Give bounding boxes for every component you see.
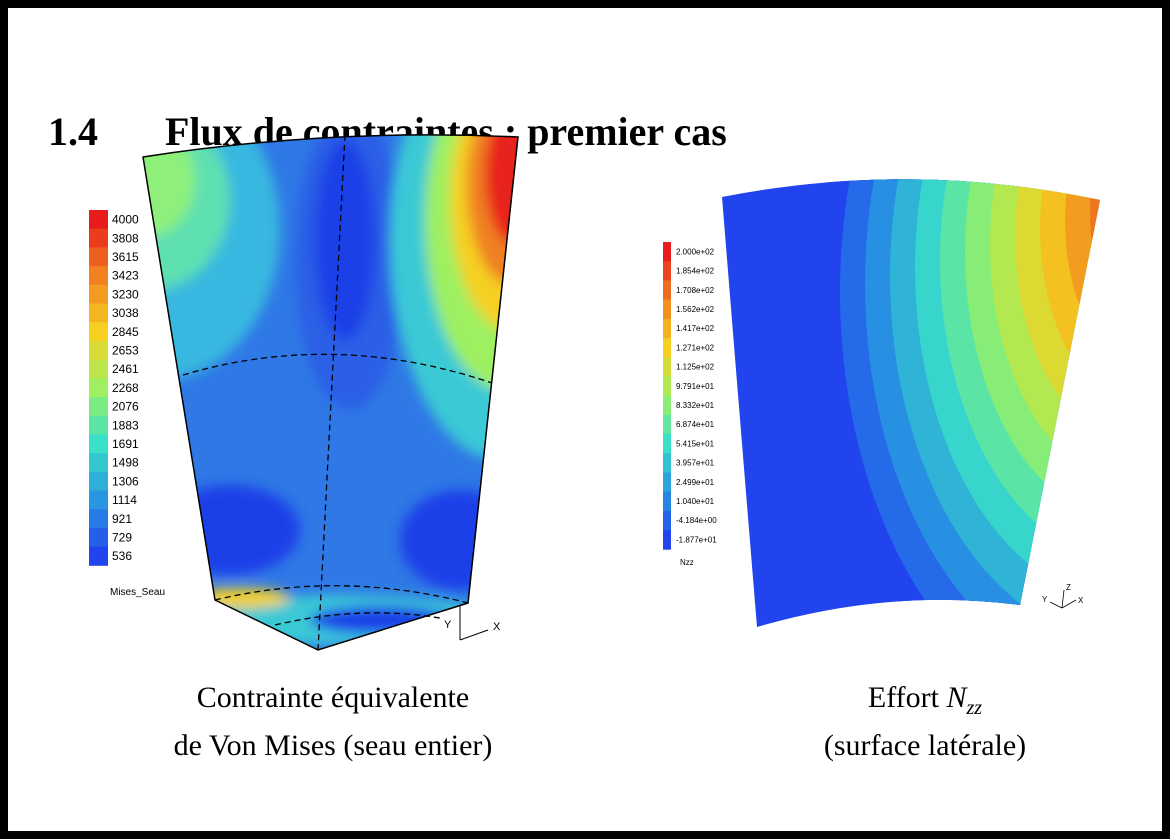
legend-label: -1.877e+01 xyxy=(676,535,717,544)
caption: Contrainte équivalente xyxy=(197,681,469,714)
legend-swatch xyxy=(663,280,671,301)
legend-label: 2.499e+01 xyxy=(676,478,715,487)
legend-swatch xyxy=(89,378,108,398)
von-mises-plot xyxy=(143,134,518,651)
legend-label: 8.332e+01 xyxy=(676,401,715,410)
caption: Effort Nzz xyxy=(868,681,982,719)
axis-triad-right xyxy=(1049,589,1077,609)
section-lines xyxy=(182,134,493,651)
legend-label: 2653 xyxy=(112,343,139,357)
axis-label: Y xyxy=(444,619,452,631)
legend-label: 9.791e+01 xyxy=(676,382,715,391)
legend-label: 1.562e+02 xyxy=(676,305,715,314)
legend-label: 1.125e+02 xyxy=(676,363,715,372)
legend-label: 3038 xyxy=(112,306,139,320)
legend-swatch xyxy=(663,434,671,454)
legend-swatch xyxy=(663,395,671,416)
legend-label: 1691 xyxy=(112,437,139,451)
legend-label: 6.874e+01 xyxy=(676,420,715,429)
legend-swatch xyxy=(89,340,108,361)
legend-swatch xyxy=(89,471,108,491)
legend-swatch xyxy=(89,284,108,304)
axis-label: Y xyxy=(1042,595,1048,604)
legend-label: 1.040e+01 xyxy=(676,497,715,506)
caption-text: Effort xyxy=(868,681,940,714)
caption: de Von Mises (seau entier) xyxy=(174,729,493,762)
legend-label: 3615 xyxy=(112,250,139,264)
legend-left: 4000 3808 3615 3423 3230 3038 2845 2653 2461 2268… xyxy=(89,210,139,566)
legend-swatch xyxy=(89,247,108,267)
legend-label: 3.957e+01 xyxy=(676,459,715,468)
plot-outline xyxy=(142,134,519,651)
legend-swatch xyxy=(89,546,108,566)
legend-label: 1.271e+02 xyxy=(676,343,715,352)
symbol: N xyxy=(946,681,969,714)
legend-label: 921 xyxy=(112,512,132,526)
legend-label: 3423 xyxy=(112,269,139,283)
legend-label: 2461 xyxy=(112,362,139,376)
legend-swatch xyxy=(89,210,108,230)
legend-swatch xyxy=(89,453,108,473)
legend-label: 2845 xyxy=(112,325,139,339)
legend-right: 2.000e+02 1.854e+02 1.708e+02 1.562e+02 1.41… xyxy=(663,242,717,550)
legend-label: 3230 xyxy=(112,287,139,301)
legend-label: 2076 xyxy=(112,400,139,414)
legend-title: Nzz xyxy=(680,558,694,567)
legend-label: 1.708e+02 xyxy=(676,286,715,295)
legend-label: 2.000e+02 xyxy=(676,247,715,256)
legend-swatch xyxy=(89,359,108,379)
legend-label: 5.415e+01 xyxy=(676,439,715,448)
legend-swatch xyxy=(663,242,671,262)
legend-label: 1498 xyxy=(112,456,139,470)
axis-triad-left xyxy=(459,605,489,641)
legend-label: 1306 xyxy=(112,474,139,488)
legend-swatch xyxy=(89,434,108,454)
legend-swatch xyxy=(89,397,108,417)
subscript: zz xyxy=(966,697,983,719)
legend-label: 1.417e+02 xyxy=(676,324,715,333)
legend-swatch xyxy=(663,299,671,320)
legend-label: 536 xyxy=(112,549,132,563)
legend-swatch xyxy=(663,318,671,339)
legend-swatch xyxy=(663,491,671,512)
legend-label: 729 xyxy=(112,530,132,544)
axis-label: X xyxy=(1078,596,1084,605)
axis-label: X xyxy=(493,621,501,633)
legend-swatch xyxy=(89,322,108,342)
axis-label: Z xyxy=(1066,583,1071,592)
legend-swatch xyxy=(663,414,671,435)
legend-swatch xyxy=(663,261,671,281)
legend-label: 2268 xyxy=(112,381,139,395)
legend-swatch xyxy=(89,527,108,548)
legend-swatch xyxy=(663,357,671,377)
legend-swatch xyxy=(89,415,108,435)
legend-swatch xyxy=(663,376,671,397)
legend-swatch xyxy=(663,472,671,493)
legend-title: Mises_Seau xyxy=(110,587,165,598)
legend-label: 4000 xyxy=(112,213,139,227)
legend-swatch xyxy=(89,228,108,248)
legend-label: 1.854e+02 xyxy=(676,267,715,276)
legend-swatch xyxy=(663,453,671,473)
legend-swatch xyxy=(663,510,671,531)
legend-swatch xyxy=(89,303,108,323)
legend-swatch xyxy=(89,266,108,286)
caption: (surface latérale) xyxy=(824,729,1026,762)
legend-label: 3808 xyxy=(112,231,139,245)
legend-swatch xyxy=(89,490,108,510)
legend-swatch xyxy=(663,338,671,358)
legend-label: 1883 xyxy=(112,418,139,432)
legend-label: -4.184e+00 xyxy=(676,516,717,525)
section-number: 1.4 xyxy=(48,109,98,154)
legend-label: 1114 xyxy=(112,493,137,507)
legend-swatch xyxy=(89,509,108,529)
legend-swatch xyxy=(663,530,671,550)
